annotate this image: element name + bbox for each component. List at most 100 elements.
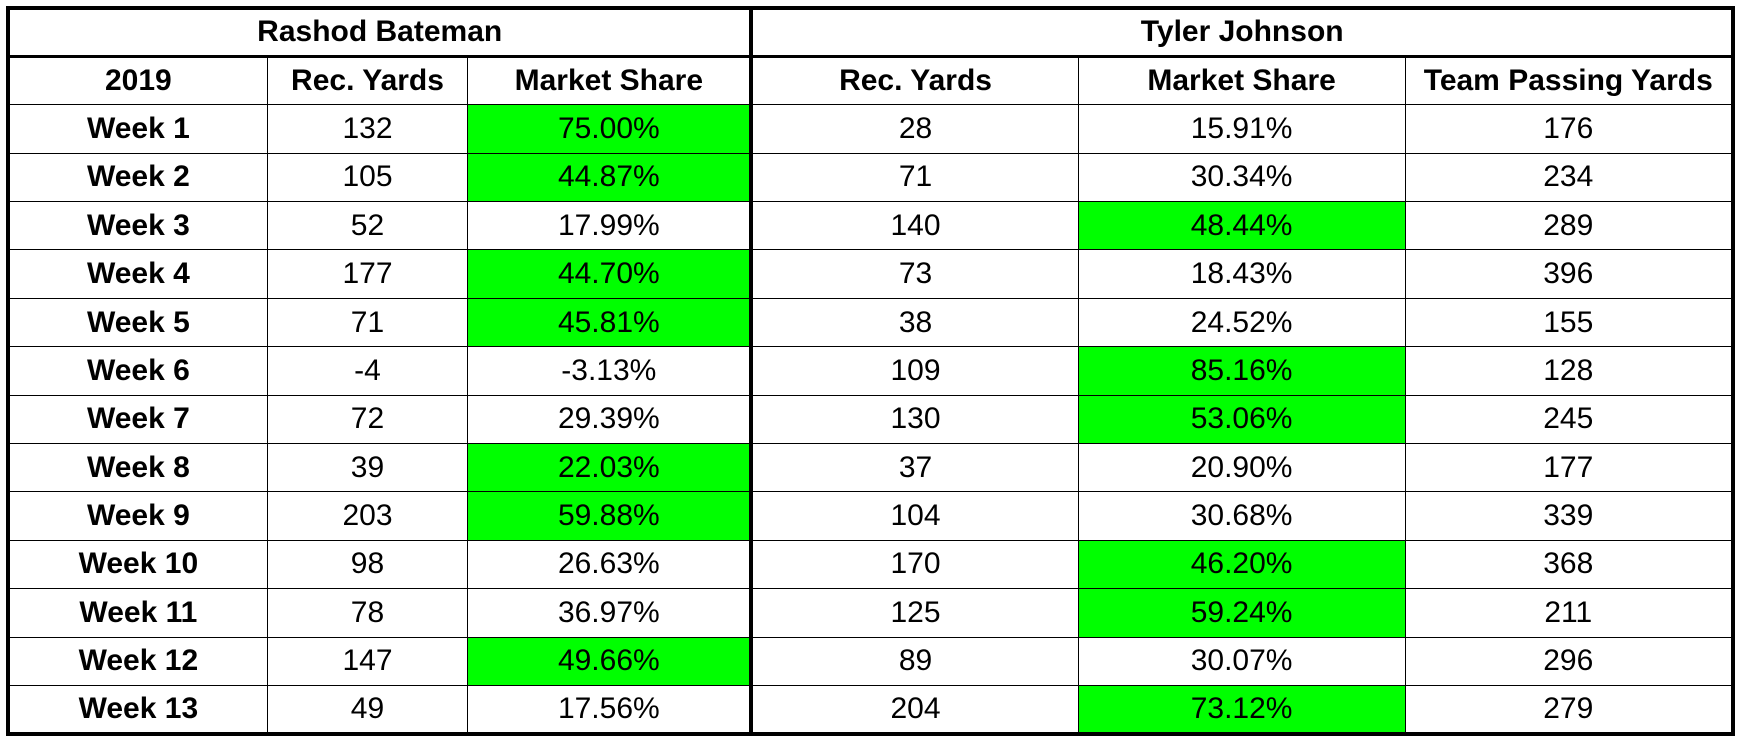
rb-rec-yards-cell: 72 [266, 394, 469, 445]
table-row: Week 11 78 36.97% 125 59.24% 211 [7, 588, 1734, 638]
team-passing-yards-cell: 128 [1404, 346, 1734, 396]
table-row: Week 5 71 45.81% 38 24.52% 155 [7, 297, 1734, 348]
tj-market-share-cell: 30.34% [1077, 152, 1406, 203]
week-cell: Week 2 [7, 152, 268, 203]
column-header-row: 2019 Rec. Yards Market Share Rec. Yards … [7, 55, 1734, 106]
player-name-left: Rashod Bateman [7, 7, 754, 58]
tj-market-share-cell: 18.43% [1077, 249, 1406, 299]
table-row: Week 7 72 29.39% 130 53.06% 245 [7, 394, 1734, 445]
rb-market-share-cell: 26.63% [467, 539, 754, 590]
tj-rec-yards-cell: 28 [750, 104, 1079, 154]
header-rb-rec-yards: Rec. Yards [266, 55, 469, 106]
rb-rec-yards-cell: 203 [266, 491, 469, 541]
table-row: Week 3 52 17.99% 140 48.44% 289 [7, 201, 1734, 251]
table-row: Week 8 39 22.03% 37 20.90% 177 [7, 443, 1734, 493]
team-passing-yards-cell: 368 [1404, 539, 1734, 590]
week-cell: Week 11 [7, 588, 268, 638]
team-passing-yards-cell: 155 [1404, 297, 1734, 348]
week-cell: Week 7 [7, 394, 268, 445]
table-body: Rashod Bateman Tyler Johnson 2019 Rec. Y… [7, 7, 1734, 735]
rb-rec-yards-cell: 98 [266, 539, 469, 590]
team-passing-yards-cell: 339 [1404, 491, 1734, 541]
tj-rec-yards-cell: 109 [750, 346, 1079, 396]
tj-market-share-cell: 30.07% [1077, 636, 1406, 686]
tj-rec-yards-cell: 140 [750, 201, 1079, 251]
header-season: 2019 [7, 55, 268, 106]
rb-rec-yards-cell: 71 [266, 297, 469, 348]
tj-market-share-cell: 53.06% [1077, 394, 1406, 445]
receiving-stats-table: Rashod Bateman Tyler Johnson 2019 Rec. Y… [6, 6, 1735, 736]
week-cell: Week 10 [7, 539, 268, 590]
tj-market-share-cell: 20.90% [1077, 443, 1406, 493]
table-row: Week 2 105 44.87% 71 30.34% 234 [7, 152, 1734, 203]
team-passing-yards-cell: 279 [1404, 684, 1734, 735]
rb-market-share-cell: 44.87% [467, 152, 754, 203]
tj-market-share-cell: 15.91% [1077, 104, 1406, 154]
tj-market-share-cell: 48.44% [1077, 201, 1406, 251]
team-passing-yards-cell: 176 [1404, 104, 1734, 154]
rb-rec-yards-cell: 177 [266, 249, 469, 299]
rb-rec-yards-cell: 39 [266, 443, 469, 493]
rb-market-share-cell: 22.03% [467, 443, 754, 493]
rb-rec-yards-cell: -4 [266, 346, 469, 396]
table-row: Week 12 147 49.66% 89 30.07% 296 [7, 636, 1734, 686]
rb-market-share-cell: 59.88% [467, 491, 754, 541]
tj-market-share-cell: 46.20% [1077, 539, 1406, 590]
team-passing-yards-cell: 234 [1404, 152, 1734, 203]
week-cell: Week 8 [7, 443, 268, 493]
team-passing-yards-cell: 245 [1404, 394, 1734, 445]
header-team-passing-yards: Team Passing Yards [1404, 55, 1734, 106]
tj-rec-yards-cell: 38 [750, 297, 1079, 348]
week-cell: Week 9 [7, 491, 268, 541]
header-tj-rec-yards: Rec. Yards [750, 55, 1079, 106]
rb-market-share-cell: 49.66% [467, 636, 754, 686]
tj-market-share-cell: 85.16% [1077, 346, 1406, 396]
team-passing-yards-cell: 396 [1404, 249, 1734, 299]
team-passing-yards-cell: 211 [1404, 588, 1734, 638]
team-passing-yards-cell: 296 [1404, 636, 1734, 686]
tj-rec-yards-cell: 89 [750, 636, 1079, 686]
rb-market-share-cell: 17.99% [467, 201, 754, 251]
rb-market-share-cell: 29.39% [467, 394, 754, 445]
week-cell: Week 6 [7, 346, 268, 396]
rb-market-share-cell: 75.00% [467, 104, 754, 154]
rb-rec-yards-cell: 147 [266, 636, 469, 686]
player-name-row: Rashod Bateman Tyler Johnson [7, 7, 1734, 58]
table-row: Week 4 177 44.70% 73 18.43% 396 [7, 249, 1734, 299]
tj-rec-yards-cell: 104 [750, 491, 1079, 541]
week-cell: Week 3 [7, 201, 268, 251]
tj-market-share-cell: 73.12% [1077, 684, 1406, 735]
table-row: Week 10 98 26.63% 170 46.20% 368 [7, 539, 1734, 590]
rb-market-share-cell: 36.97% [467, 588, 754, 638]
tj-rec-yards-cell: 125 [750, 588, 1079, 638]
rb-market-share-cell: -3.13% [467, 346, 754, 396]
tj-market-share-cell: 30.68% [1077, 491, 1406, 541]
week-cell: Week 4 [7, 249, 268, 299]
tj-rec-yards-cell: 130 [750, 394, 1079, 445]
tj-rec-yards-cell: 73 [750, 249, 1079, 299]
rb-rec-yards-cell: 49 [266, 684, 469, 735]
team-passing-yards-cell: 177 [1404, 443, 1734, 493]
table-row: Week 9 203 59.88% 104 30.68% 339 [7, 491, 1734, 541]
week-cell: Week 12 [7, 636, 268, 686]
table-row: Week 6 -4 -3.13% 109 85.16% 128 [7, 346, 1734, 396]
week-cell: Week 5 [7, 297, 268, 348]
tj-rec-yards-cell: 37 [750, 443, 1079, 493]
tj-market-share-cell: 59.24% [1077, 588, 1406, 638]
tj-rec-yards-cell: 71 [750, 152, 1079, 203]
tj-rec-yards-cell: 170 [750, 539, 1079, 590]
week-cell: Week 13 [7, 684, 268, 735]
header-tj-market-share: Market Share [1077, 55, 1406, 106]
rb-market-share-cell: 45.81% [467, 297, 754, 348]
rb-market-share-cell: 44.70% [467, 249, 754, 299]
table-row: Week 1 132 75.00% 28 15.91% 176 [7, 104, 1734, 154]
week-cell: Week 1 [7, 104, 268, 154]
tj-market-share-cell: 24.52% [1077, 297, 1406, 348]
stats-table-container: Rashod Bateman Tyler Johnson 2019 Rec. Y… [6, 6, 1746, 738]
rb-rec-yards-cell: 132 [266, 104, 469, 154]
team-passing-yards-cell: 289 [1404, 201, 1734, 251]
player-name-right: Tyler Johnson [750, 7, 1734, 58]
header-rb-market-share: Market Share [467, 55, 754, 106]
rb-rec-yards-cell: 105 [266, 152, 469, 203]
rb-rec-yards-cell: 78 [266, 588, 469, 638]
